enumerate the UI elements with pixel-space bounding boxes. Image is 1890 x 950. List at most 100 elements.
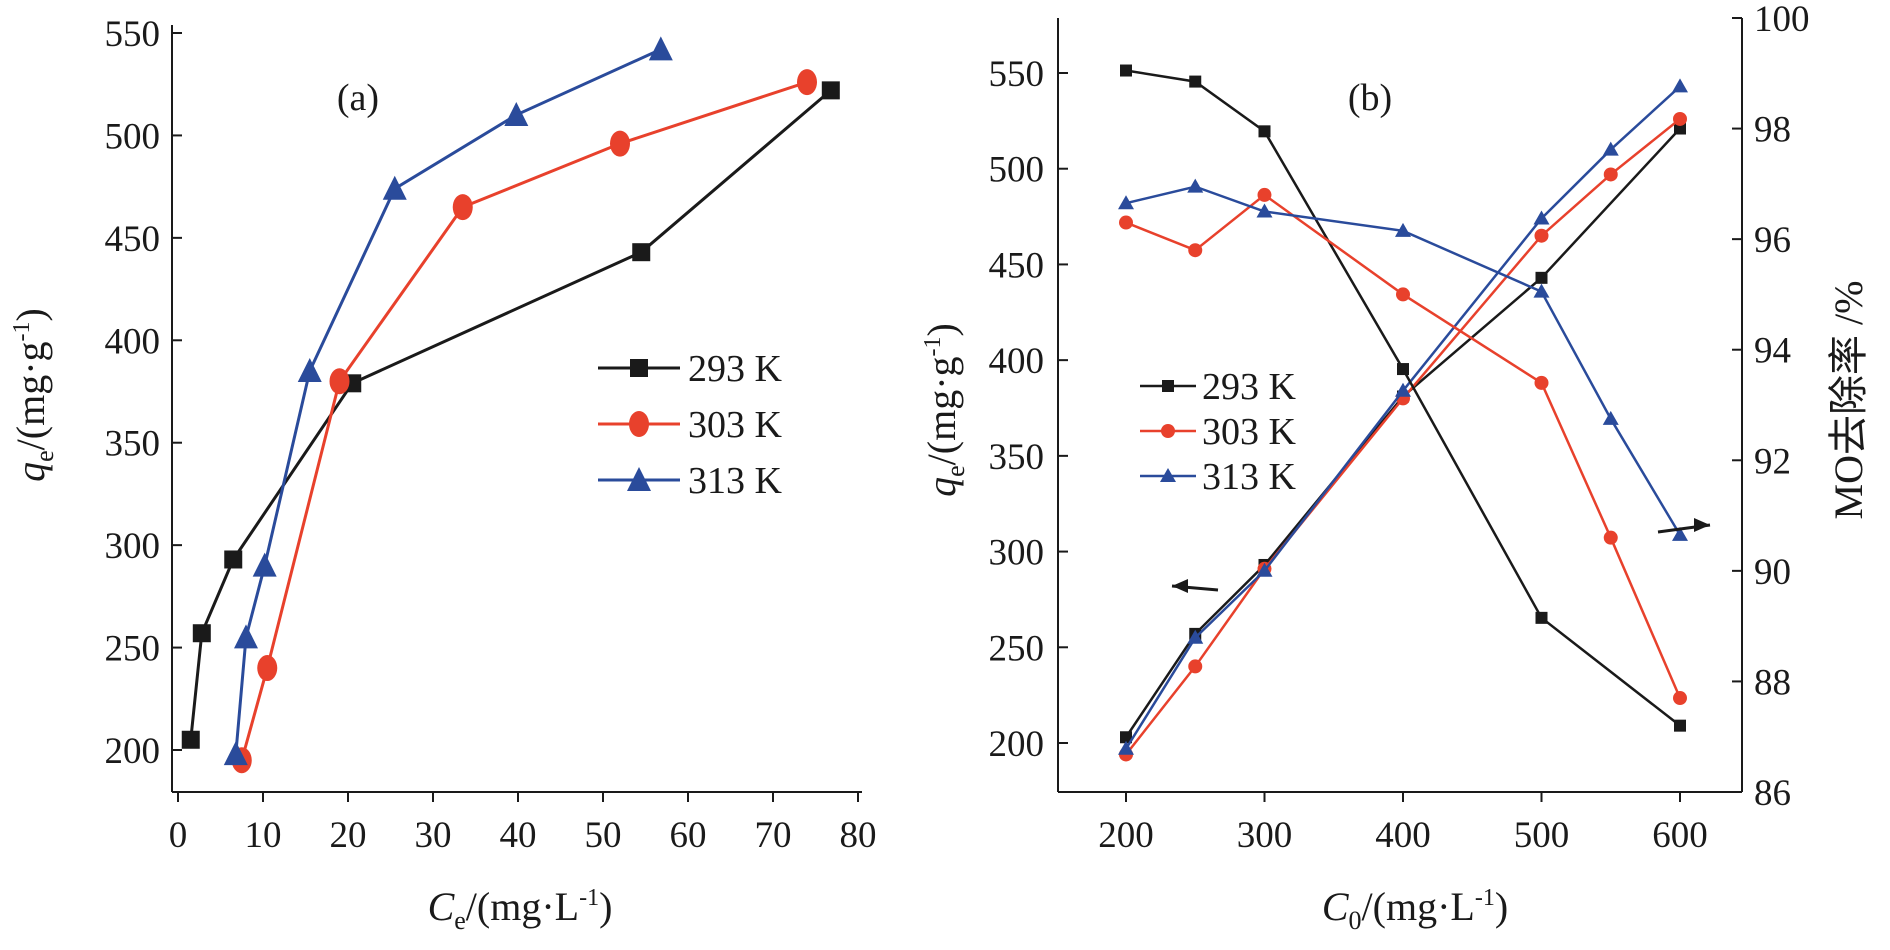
x-tick-label: 30 xyxy=(415,815,452,856)
data-point xyxy=(1187,629,1204,644)
data-point xyxy=(1672,78,1688,93)
x-tick-label: 50 xyxy=(585,815,622,856)
series-line xyxy=(234,48,662,755)
data-point xyxy=(632,243,651,262)
y-tick-label: 400 xyxy=(105,321,161,362)
data-point xyxy=(1602,410,1619,425)
legend-marker xyxy=(1162,380,1174,392)
data-point xyxy=(1602,141,1619,156)
data-point xyxy=(297,358,322,383)
y2-tick-label: 90 xyxy=(1754,552,1791,593)
y-tick-label: 550 xyxy=(989,54,1045,95)
data-point xyxy=(252,552,277,577)
y-tick-label: 300 xyxy=(105,526,161,567)
x-tick-label: 40 xyxy=(500,815,537,856)
x-tick-label: 60 xyxy=(670,815,707,856)
y-axis-title: qe/(mg·g-1) xyxy=(8,308,59,482)
y-tick-label: 500 xyxy=(989,150,1045,191)
data-point xyxy=(1188,243,1203,258)
y-tick-label: 450 xyxy=(989,245,1045,286)
data-point xyxy=(1533,210,1550,225)
data-point xyxy=(192,624,211,643)
data-point xyxy=(1257,187,1272,202)
data-point xyxy=(821,81,840,100)
y-axis-title: qe/(mg·g-1) xyxy=(919,323,970,497)
legend-label: 313 K xyxy=(1202,456,1297,498)
data-point xyxy=(1672,526,1688,541)
data-point xyxy=(504,101,529,126)
y-tick-label: 200 xyxy=(105,731,161,772)
y-tick-label: 200 xyxy=(989,724,1045,765)
data-point xyxy=(1258,125,1271,138)
legend-label: 303 K xyxy=(1202,411,1297,453)
data-point xyxy=(1673,111,1687,126)
y2-axis-title: MO去除率 /% xyxy=(1826,281,1871,520)
data-point xyxy=(1396,287,1410,302)
x-tick-label: 10 xyxy=(245,815,282,856)
data-point xyxy=(610,130,630,157)
data-point xyxy=(1187,178,1204,193)
x-tick-label: 20 xyxy=(330,815,367,856)
x-tick-label: 400 xyxy=(1375,815,1431,856)
data-point xyxy=(1603,167,1618,182)
data-point xyxy=(1674,122,1686,135)
y-tick-label: 350 xyxy=(989,437,1045,478)
legend-label: 303 K xyxy=(688,404,783,446)
data-point xyxy=(329,368,350,395)
data-point xyxy=(1534,228,1549,243)
data-point xyxy=(1256,203,1273,218)
y2-tick-label: 100 xyxy=(1754,0,1810,40)
y2-tick-label: 92 xyxy=(1754,441,1791,482)
data-point xyxy=(1120,731,1132,744)
legend-label: 293 K xyxy=(688,348,783,390)
left-arrow-head xyxy=(1172,579,1188,593)
x-tick-label: 80 xyxy=(840,815,877,856)
legend-marker xyxy=(627,467,651,491)
series-line xyxy=(1125,69,1681,727)
y2-tick-label: 96 xyxy=(1754,220,1791,261)
legend-label: 293 K xyxy=(1202,366,1297,408)
x-tick-label: 200 xyxy=(1098,815,1154,856)
x-tick-label: 70 xyxy=(755,815,792,856)
y-tick-label: 400 xyxy=(989,341,1045,382)
data-point xyxy=(1118,195,1134,210)
y-tick-label: 550 xyxy=(105,14,161,55)
y-tick-label: 300 xyxy=(989,533,1045,574)
data-point xyxy=(224,550,243,569)
y-tick-label: 250 xyxy=(105,629,161,670)
data-point xyxy=(1119,215,1133,230)
panel-a: 200 250 300 350 400 450 500 550 0 10 20 30 40 50 60 70 8… xyxy=(8,14,877,935)
data-point xyxy=(1395,382,1411,397)
x-axis-title: C0/(mg·L-1) xyxy=(1322,884,1508,935)
legend-marker xyxy=(630,359,648,377)
data-point xyxy=(1256,562,1273,577)
data-point xyxy=(1603,530,1618,545)
y2-tick-label: 98 xyxy=(1754,110,1791,151)
x-tick-label: 0 xyxy=(169,815,188,856)
panel-b: 200 250 300 350 400 450 500 550 86 88 90 92 94 96 98 10… xyxy=(919,0,1871,935)
data-point xyxy=(1674,719,1686,732)
x-tick-label: 300 xyxy=(1237,815,1293,856)
data-point xyxy=(223,741,248,766)
series-line xyxy=(240,80,808,761)
data-point xyxy=(1395,222,1411,237)
data-point xyxy=(648,36,673,61)
series-line xyxy=(189,89,832,740)
data-point xyxy=(234,624,258,649)
y2-tick-label: 94 xyxy=(1754,331,1791,372)
data-point xyxy=(181,730,200,749)
panel-label: (b) xyxy=(1348,77,1392,119)
data-point xyxy=(1673,691,1687,706)
y-tick-label: 450 xyxy=(105,219,161,260)
data-point xyxy=(1188,659,1203,674)
panel-label: (a) xyxy=(337,77,379,119)
data-point xyxy=(1534,375,1549,390)
legend-marker xyxy=(629,411,649,437)
data-point xyxy=(797,69,817,96)
data-point xyxy=(1535,271,1548,284)
y2-tick-label: 86 xyxy=(1754,773,1791,814)
x-tick-label: 600 xyxy=(1652,815,1708,856)
data-point xyxy=(382,175,407,200)
